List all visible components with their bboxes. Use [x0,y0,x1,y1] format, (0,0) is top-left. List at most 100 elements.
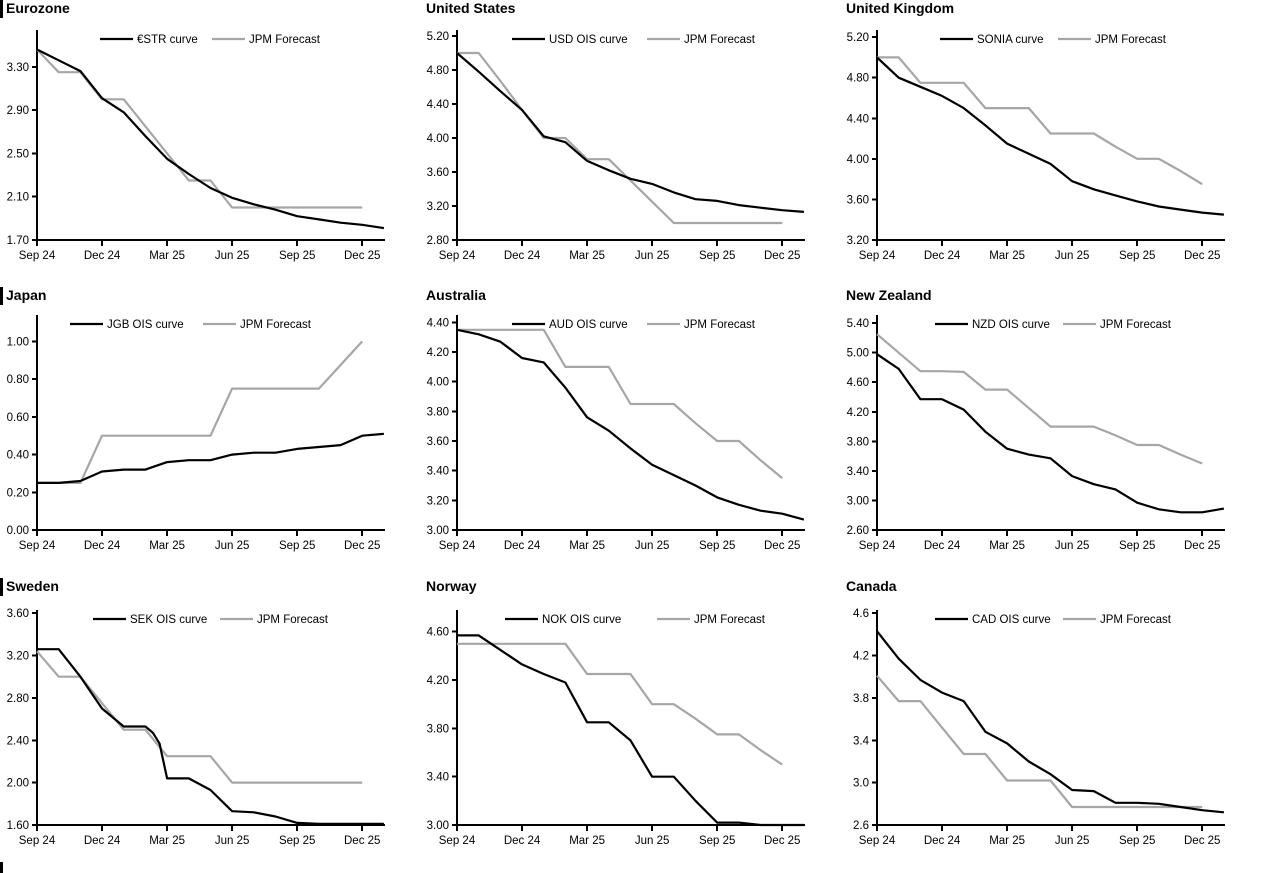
chart-header: Australia [420,287,840,307]
axes [876,610,1225,826]
chart-japan: Japan 0.00 0.20 0.40 0.60 0.80 1.00 Sep 24 Dec … [0,287,420,578]
legend-label: JGB OIS curve [107,319,184,331]
chart-header: United Kingdom [840,0,1264,20]
ois-curve-line [456,328,805,521]
y-tick-label: 3.8 [853,693,869,705]
y-tick-label: 3.20 [427,201,449,213]
legend-label: JPM Forecast [249,34,321,46]
y-tick-label: 3.60 [427,436,449,448]
chart-header: Norway [420,578,840,598]
legend-label: JPM Forecast [684,34,756,46]
legend-label: USD OIS curve [549,34,628,46]
x-tick-label: Dec 24 [504,835,541,847]
legend-label: SONIA curve [977,34,1043,46]
x-tick-label: Sep 24 [859,540,896,552]
y-tick-label: 3.80 [427,406,449,418]
y-tick-label: 4.20 [847,407,869,419]
y-tick-label: 0.20 [7,487,29,499]
x-tick-label: Sep 24 [19,835,56,847]
x-tick-label: Dec 24 [504,250,541,262]
chart-united-kingdom: United Kingdom 3.20 3.60 4.00 4.40 4.80 5.20 S… [840,0,1264,287]
axes [876,315,1225,531]
forecast-line [457,51,783,225]
y-tick-label: 0.80 [7,374,29,386]
y-tick-label: 3.40 [427,466,449,478]
y-tick-label: 2.90 [7,105,29,117]
chart-title: New Zealand [846,287,932,303]
x-tick-label: Dec 24 [84,540,121,552]
y-tick-label: 4.2 [853,651,869,663]
chart-header: New Zealand [840,287,1264,307]
x-tick-label: Sep 25 [279,835,315,847]
y-tick-label: 5.20 [427,31,449,43]
x-tick-label: Dec 24 [84,250,121,262]
x-tick-label: Sep 25 [699,540,735,552]
norway-plot: 3.00 3.40 3.80 4.20 4.60 Sep 24 Dec 24 Mar 25 Ju… [427,610,805,847]
x-tick-label: Sep 25 [1119,540,1155,552]
x-tick-label: Mar 25 [989,835,1025,847]
chart-eurozone: Eurozone 1.70 2.10 2.50 2.90 3.30 Sep 24 Dec 2… [0,0,420,287]
y-tick-label: 4.00 [427,377,449,389]
sweden-plot: 1.60 2.00 2.40 2.80 3.20 3.60 Sep 24 Dec 24 Mar … [7,608,385,847]
y-tick-label: 2.80 [7,693,29,705]
ois-curve-line [37,432,384,484]
united-states-plot: 2.80 3.20 3.60 4.00 4.40 4.80 5.20 Sep 24 Dec 24… [427,30,805,262]
x-tick-label: Sep 25 [699,835,735,847]
ois-curve-line [457,634,804,827]
legend-label: JPM Forecast [257,614,329,626]
x-tick-label: Dec 24 [924,835,961,847]
y-tick-label: 1.00 [7,336,29,348]
legend-label: €STR curve [137,34,198,46]
y-tick-label: 3.40 [427,772,449,784]
x-tick-label: Jun 25 [215,540,250,552]
y-tick-label: 5.40 [847,318,869,330]
x-tick-label: Sep 25 [699,250,735,262]
chart-new-zealand: New Zealand 2.60 3.00 3.40 3.80 4.20 4.60 5.00… [840,287,1264,578]
x-tick-label: Sep 24 [859,835,896,847]
y-tick-label: 3.00 [427,820,449,832]
forecast-line [457,642,783,766]
y-tick-label: 3.40 [847,466,869,478]
x-tick-label: Jun 25 [635,835,670,847]
x-tick-label: Dec 25 [1184,835,1220,847]
x-tick-label: Sep 25 [1119,250,1155,262]
x-tick-label: Sep 25 [1119,835,1155,847]
y-tick-label: 0.60 [7,412,29,424]
x-tick-label: Dec 25 [1184,250,1220,262]
axes [36,315,385,531]
section-marker [0,287,3,305]
x-tick-label: Sep 25 [279,540,315,552]
chart-title: Norway [426,578,477,594]
chart-canada: Canada 2.6 3.0 3.4 3.8 4.2 4.6 Sep 24 Dec 24 Mar… [840,578,1264,873]
axes [36,610,385,826]
y-tick-label: 4.20 [427,675,449,687]
x-tick-label: Mar 25 [569,835,605,847]
x-tick-label: Jun 25 [635,250,670,262]
chart-title: Eurozone [6,0,70,16]
y-tick-label: 4.60 [847,377,869,389]
y-tick-label: 3.20 [427,495,449,507]
y-tick-label: 4.80 [427,65,449,77]
chart-title: United Kingdom [846,0,955,16]
y-tick-label: 0.00 [7,525,29,537]
y-tick-label: 3.60 [427,167,449,179]
x-tick-label: Dec 25 [344,835,380,847]
legend-label: JPM Forecast [1100,614,1172,626]
legend-label: AUD OIS curve [549,319,628,331]
x-tick-label: Dec 24 [504,540,541,552]
legend-label: CAD OIS curve [972,614,1051,626]
x-tick-label: Sep 24 [19,540,56,552]
x-tick-label: Sep 24 [439,835,476,847]
new-zealand-plot: 2.60 3.00 3.40 3.80 4.20 4.60 5.00 5.40 Sep 24 De… [847,315,1225,552]
legend-label: SEK OIS curve [130,614,207,626]
chart-australia: Australia 3.00 3.20 3.40 3.60 3.80 4.00 4.20 4.… [420,287,840,578]
forecast-line [876,333,1203,465]
y-tick-label: 3.20 [7,651,29,663]
x-tick-label: Dec 24 [924,250,961,262]
forecast-line [36,48,363,209]
chart-sweden: Sweden 1.60 2.00 2.40 2.80 3.20 3.60 Sep 24 Dec… [0,578,420,873]
x-tick-label: Mar 25 [989,250,1025,262]
y-tick-label: 3.30 [7,62,29,74]
x-tick-label: Dec 25 [344,250,380,262]
